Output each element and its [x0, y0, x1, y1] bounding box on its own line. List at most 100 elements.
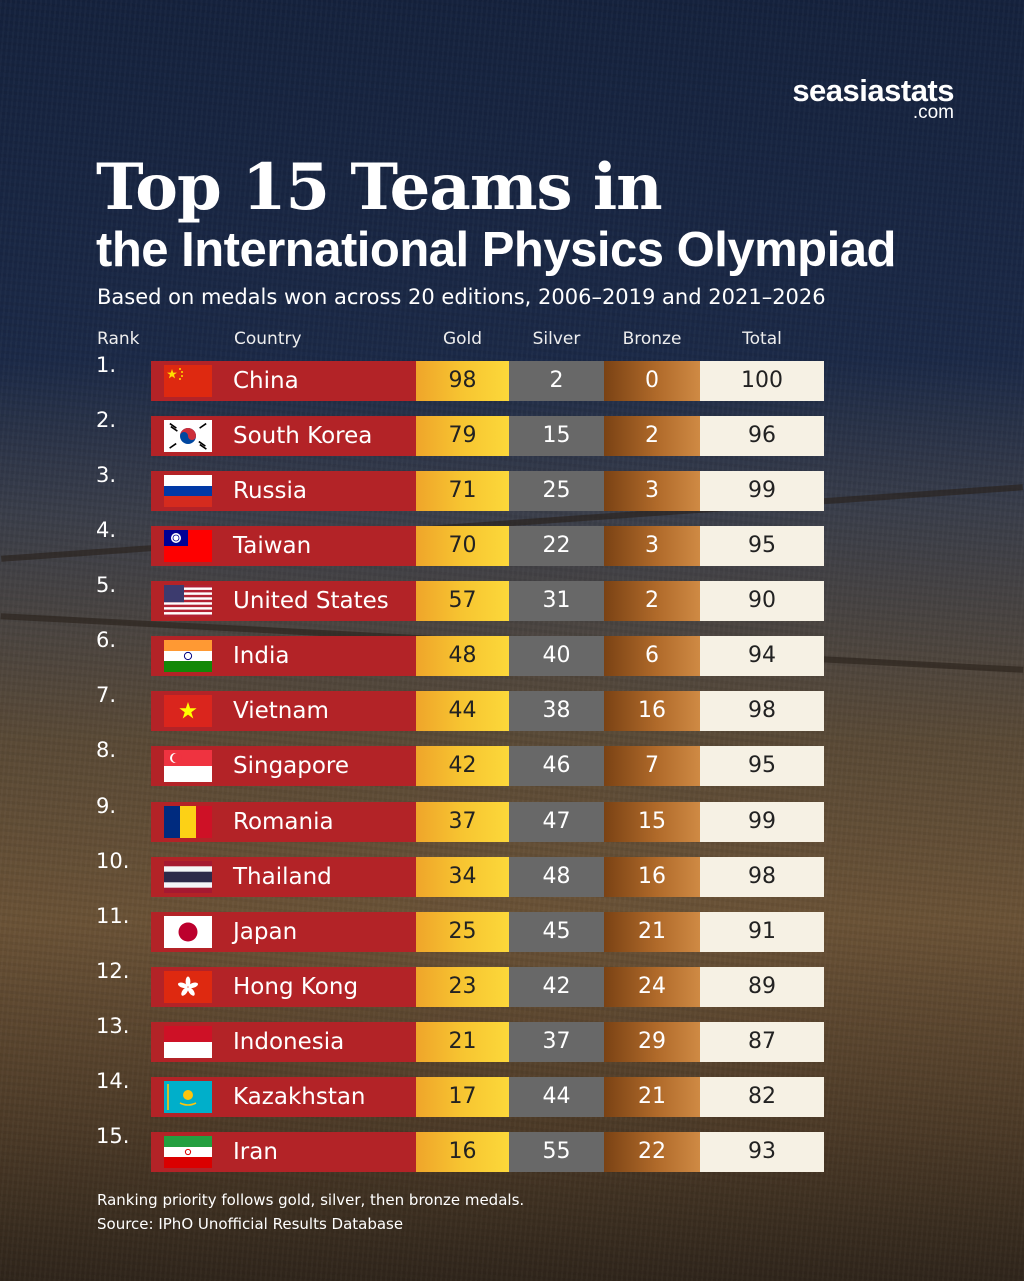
country-name: China — [233, 368, 299, 394]
country-name: South Korea — [233, 423, 373, 450]
united-states-flag-icon — [164, 585, 212, 618]
brand-logo: seasiastats .com — [792, 75, 954, 122]
country-name: Iran — [233, 1138, 278, 1165]
rank-label: 10. — [96, 848, 130, 873]
rank-label: 1. — [96, 353, 117, 377]
country-name: Kazakhstan — [233, 1083, 366, 1110]
gold-count: 42 — [416, 746, 509, 787]
gold-count: 16 — [416, 1131, 509, 1172]
country-bar: Hong Kong — [151, 966, 416, 1007]
header-total: Total — [742, 329, 782, 349]
country-name: United States — [233, 588, 389, 615]
rank-label: 4. — [96, 518, 117, 543]
table-row: 14. Kazakhstan 17 44 21 82 — [0, 1069, 1024, 1117]
gold-count: 98 — [416, 361, 509, 401]
country-bar: Taiwan — [151, 526, 416, 567]
country-bar: India — [151, 636, 416, 677]
country-bar: Iran — [151, 1131, 416, 1172]
header-country: Country — [234, 329, 302, 349]
gold-count: 44 — [416, 691, 509, 732]
silver-count: 15 — [509, 416, 604, 457]
silver-count: 38 — [509, 691, 604, 732]
country-bar: Singapore — [151, 746, 416, 787]
kazakhstan-flag-icon — [164, 1080, 212, 1113]
country-name: Taiwan — [233, 533, 312, 560]
china-flag-icon — [164, 365, 212, 397]
iran-flag-icon — [164, 1135, 212, 1168]
country-bar: United States — [151, 581, 416, 622]
bronze-count: 16 — [604, 691, 700, 732]
gold-count: 23 — [416, 966, 509, 1007]
total-count: 87 — [700, 1021, 824, 1062]
silver-count: 48 — [509, 856, 604, 897]
gold-count: 70 — [416, 526, 509, 567]
table-row: 8. Singapore 42 46 7 95 — [0, 738, 1024, 787]
country-name: Japan — [233, 918, 298, 945]
hong-kong-flag-icon — [164, 970, 212, 1003]
table-row: 3. Russia 71 25 3 99 — [0, 463, 1024, 512]
rank-label: 3. — [96, 463, 117, 488]
silver-count: 22 — [509, 526, 604, 567]
country-bar: Japan — [151, 911, 416, 952]
bronze-count: 24 — [604, 966, 700, 1007]
table-row: 2. South Korea 79 15 2 96 — [0, 408, 1024, 457]
silver-count: 45 — [509, 911, 604, 952]
table-row: 1. China 98 2 0 100 — [0, 353, 1024, 401]
total-count: 99 — [700, 801, 824, 842]
bronze-count: 3 — [604, 526, 700, 567]
total-count: 95 — [700, 526, 824, 567]
total-count: 98 — [700, 691, 824, 732]
country-name: Romania — [233, 808, 334, 835]
header-silver: Silver — [532, 329, 581, 349]
rank-label: 2. — [96, 408, 117, 433]
country-bar: Thailand — [151, 856, 416, 897]
bronze-count: 2 — [604, 581, 700, 622]
bronze-count: 21 — [604, 1076, 700, 1117]
total-count: 96 — [700, 416, 824, 457]
rank-label: 14. — [96, 1068, 130, 1093]
table-row: 6. India 48 40 6 94 — [0, 628, 1024, 677]
table-row: 10. Thailand 34 48 16 98 — [0, 849, 1024, 897]
bronze-count: 22 — [604, 1131, 700, 1172]
total-count: 100 — [700, 361, 824, 401]
table-row: 5. United States 57 31 2 90 — [0, 573, 1024, 622]
country-bar: Russia — [151, 471, 416, 512]
country-name: Thailand — [233, 863, 332, 890]
country-bar: South Korea — [151, 416, 416, 457]
title-line-1: Top 15 Teams in — [96, 150, 663, 225]
table-row: 13. Indonesia 21 37 29 87 — [0, 1014, 1024, 1062]
country-bar: Indonesia — [151, 1021, 416, 1062]
total-count: 94 — [700, 636, 824, 677]
table-row: 15. Iran 16 55 22 93 — [0, 1124, 1024, 1172]
title-line-2: the International Physics Olympiad — [96, 223, 896, 277]
total-count: 99 — [700, 471, 824, 512]
gold-count: 71 — [416, 471, 509, 512]
silver-count: 46 — [509, 746, 604, 787]
silver-count: 25 — [509, 471, 604, 512]
gold-count: 79 — [416, 416, 509, 457]
table-row: 4. Taiwan 70 22 3 95 — [0, 518, 1024, 567]
table-row: 11. Japan 25 45 21 91 — [0, 904, 1024, 952]
footnote: Ranking priority follows gold, silver, t… — [97, 1191, 525, 1209]
rank-label: 9. — [96, 793, 117, 818]
rank-label: 8. — [96, 738, 117, 763]
gold-count: 25 — [416, 911, 509, 952]
south-korea-flag-icon — [164, 420, 212, 453]
japan-flag-icon — [164, 915, 212, 948]
singapore-flag-icon — [164, 750, 212, 783]
bronze-count: 6 — [604, 636, 700, 677]
header-bronze: Bronze — [622, 329, 682, 349]
table-row: 12. Hong Kong 23 42 24 89 — [0, 959, 1024, 1007]
table-row: 9. Romania 37 47 15 99 — [0, 794, 1024, 842]
header-rank: Rank — [97, 329, 140, 349]
silver-count: 55 — [509, 1131, 604, 1172]
country-bar: Kazakhstan — [151, 1076, 416, 1117]
country-name: Indonesia — [233, 1028, 345, 1055]
country-bar: Romania — [151, 801, 416, 842]
rank-label: 11. — [96, 903, 130, 928]
total-count: 95 — [700, 746, 824, 787]
gold-count: 57 — [416, 581, 509, 622]
total-count: 91 — [700, 911, 824, 952]
total-count: 93 — [700, 1131, 824, 1172]
country-name: Hong Kong — [233, 973, 359, 1000]
